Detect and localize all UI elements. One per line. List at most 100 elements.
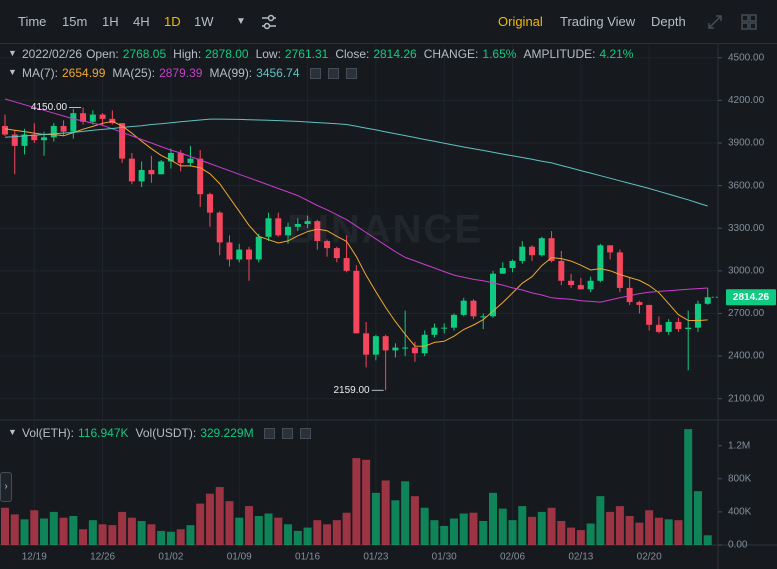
interval-tab[interactable]: 1H: [102, 14, 119, 29]
volume-bar: [469, 512, 478, 545]
collapse-caret[interactable]: ▼: [8, 67, 17, 77]
y-tick-label: 4500.00: [728, 52, 765, 63]
legend-icon[interactable]: [281, 427, 293, 439]
date: 2022/02/26: [22, 47, 83, 61]
volume-bar: [137, 521, 146, 545]
x-tick-label: 12/26: [90, 552, 115, 563]
candle-body: [372, 336, 379, 355]
volume-bar: [225, 501, 234, 545]
info-label: Close:: [335, 47, 370, 61]
interval-tab[interactable]: 4H: [133, 14, 150, 29]
legend-icon[interactable]: [299, 427, 311, 439]
candle-body: [499, 268, 506, 274]
side-toggle[interactable]: ›: [0, 472, 12, 502]
candle-body: [343, 258, 350, 271]
legend-value: 3456.74: [256, 66, 300, 80]
candle-body: [216, 212, 223, 243]
volume-bar: [88, 520, 97, 545]
volume-bar: [362, 459, 371, 545]
legend-icon[interactable]: [327, 67, 339, 79]
candle-body: [11, 134, 18, 146]
candle-body: [285, 226, 292, 236]
volume-bar: [459, 513, 468, 545]
volume-bar: [186, 525, 195, 545]
volume-bar: [615, 506, 624, 545]
legend-icon[interactable]: [309, 67, 321, 79]
candle-body: [704, 297, 711, 304]
settings-icon[interactable]: [261, 14, 277, 30]
candle-body: [636, 302, 643, 305]
candle-body: [21, 134, 28, 146]
candle-body: [646, 304, 653, 325]
interval-tab[interactable]: 1W: [194, 14, 214, 29]
legend-value: 116.947K: [78, 426, 129, 440]
volume-bar: [576, 530, 585, 545]
y-tick-label: 1.2M: [728, 440, 750, 451]
legend-icon[interactable]: [345, 67, 357, 79]
view-tab[interactable]: Trading View: [560, 14, 636, 29]
fullscreen-icon[interactable]: [707, 14, 723, 30]
ma-line: [4, 120, 708, 347]
interval-tab[interactable]: 15m: [62, 14, 88, 29]
volume-bar: [703, 535, 712, 545]
ohlc-info: 2022/02/26 Open: 2768.05 High: 2878.00 Low: 2…: [22, 47, 636, 61]
interval-tab[interactable]: Time: [18, 14, 47, 29]
volume-bar: [118, 511, 127, 545]
candle-body: [138, 170, 145, 182]
collapse-caret[interactable]: ▼: [8, 427, 17, 437]
candle-body: [441, 327, 448, 329]
info-value: 2814.26: [373, 47, 417, 61]
legend-icon[interactable]: [263, 427, 275, 439]
info-label: High:: [173, 47, 202, 61]
candle-body: [60, 125, 67, 132]
collapse-caret[interactable]: ▼: [8, 48, 17, 58]
info-label: AMPLITUDE:: [523, 47, 596, 61]
legend-value: 329.229M: [200, 426, 254, 440]
more-intervals[interactable]: ▼: [236, 16, 246, 27]
volume-bar: [323, 524, 332, 545]
volume-bar: [108, 525, 117, 545]
legend-label: MA(25):: [112, 66, 156, 80]
candle-body: [324, 241, 331, 249]
volume-bar: [508, 520, 517, 545]
volume-bar: [176, 529, 185, 545]
candle-body: [177, 152, 184, 163]
candle-body: [421, 334, 428, 354]
view-tab[interactable]: Depth: [651, 14, 686, 29]
candle-body: [148, 170, 155, 175]
candle-body: [206, 194, 213, 213]
volume-bar: [332, 520, 341, 545]
volume-bar: [342, 512, 351, 545]
last-price-box: [726, 289, 776, 306]
volume-bar: [625, 516, 634, 545]
volume-bar: [674, 520, 683, 545]
candle-body: [226, 242, 233, 260]
candle-body: [187, 158, 194, 163]
candle-body: [675, 321, 682, 330]
volume-bar: [157, 530, 166, 545]
y-tick-label: 3300.00: [728, 223, 765, 234]
candle-body: [99, 114, 106, 119]
candle-body: [450, 314, 457, 328]
x-tick-label: 12/19: [22, 552, 47, 563]
interval-tab[interactable]: 1D: [164, 14, 181, 29]
legend-label: Vol(USDT):: [135, 426, 197, 440]
x-tick-label: 01/16: [295, 552, 320, 563]
volume-bar: [635, 522, 644, 545]
candle-body: [128, 158, 135, 182]
layout-icon[interactable]: [741, 14, 757, 30]
candle-body: [70, 113, 77, 132]
volume-bar: [479, 521, 488, 545]
view-tab[interactable]: Original: [498, 14, 543, 29]
volume-legend: Vol(ETH): 116.947K Vol(USDT): 329.229M: [22, 426, 311, 440]
volume-bar: [59, 517, 68, 545]
candle-body: [480, 316, 487, 318]
info-label: CHANGE:: [423, 47, 479, 61]
volume-bar: [352, 458, 361, 545]
y-tick-label: 2700.00: [728, 308, 765, 319]
candle-body: [490, 273, 496, 317]
volume-bar: [537, 511, 546, 545]
candle-body: [460, 300, 467, 315]
volume-bar: [1, 507, 9, 545]
